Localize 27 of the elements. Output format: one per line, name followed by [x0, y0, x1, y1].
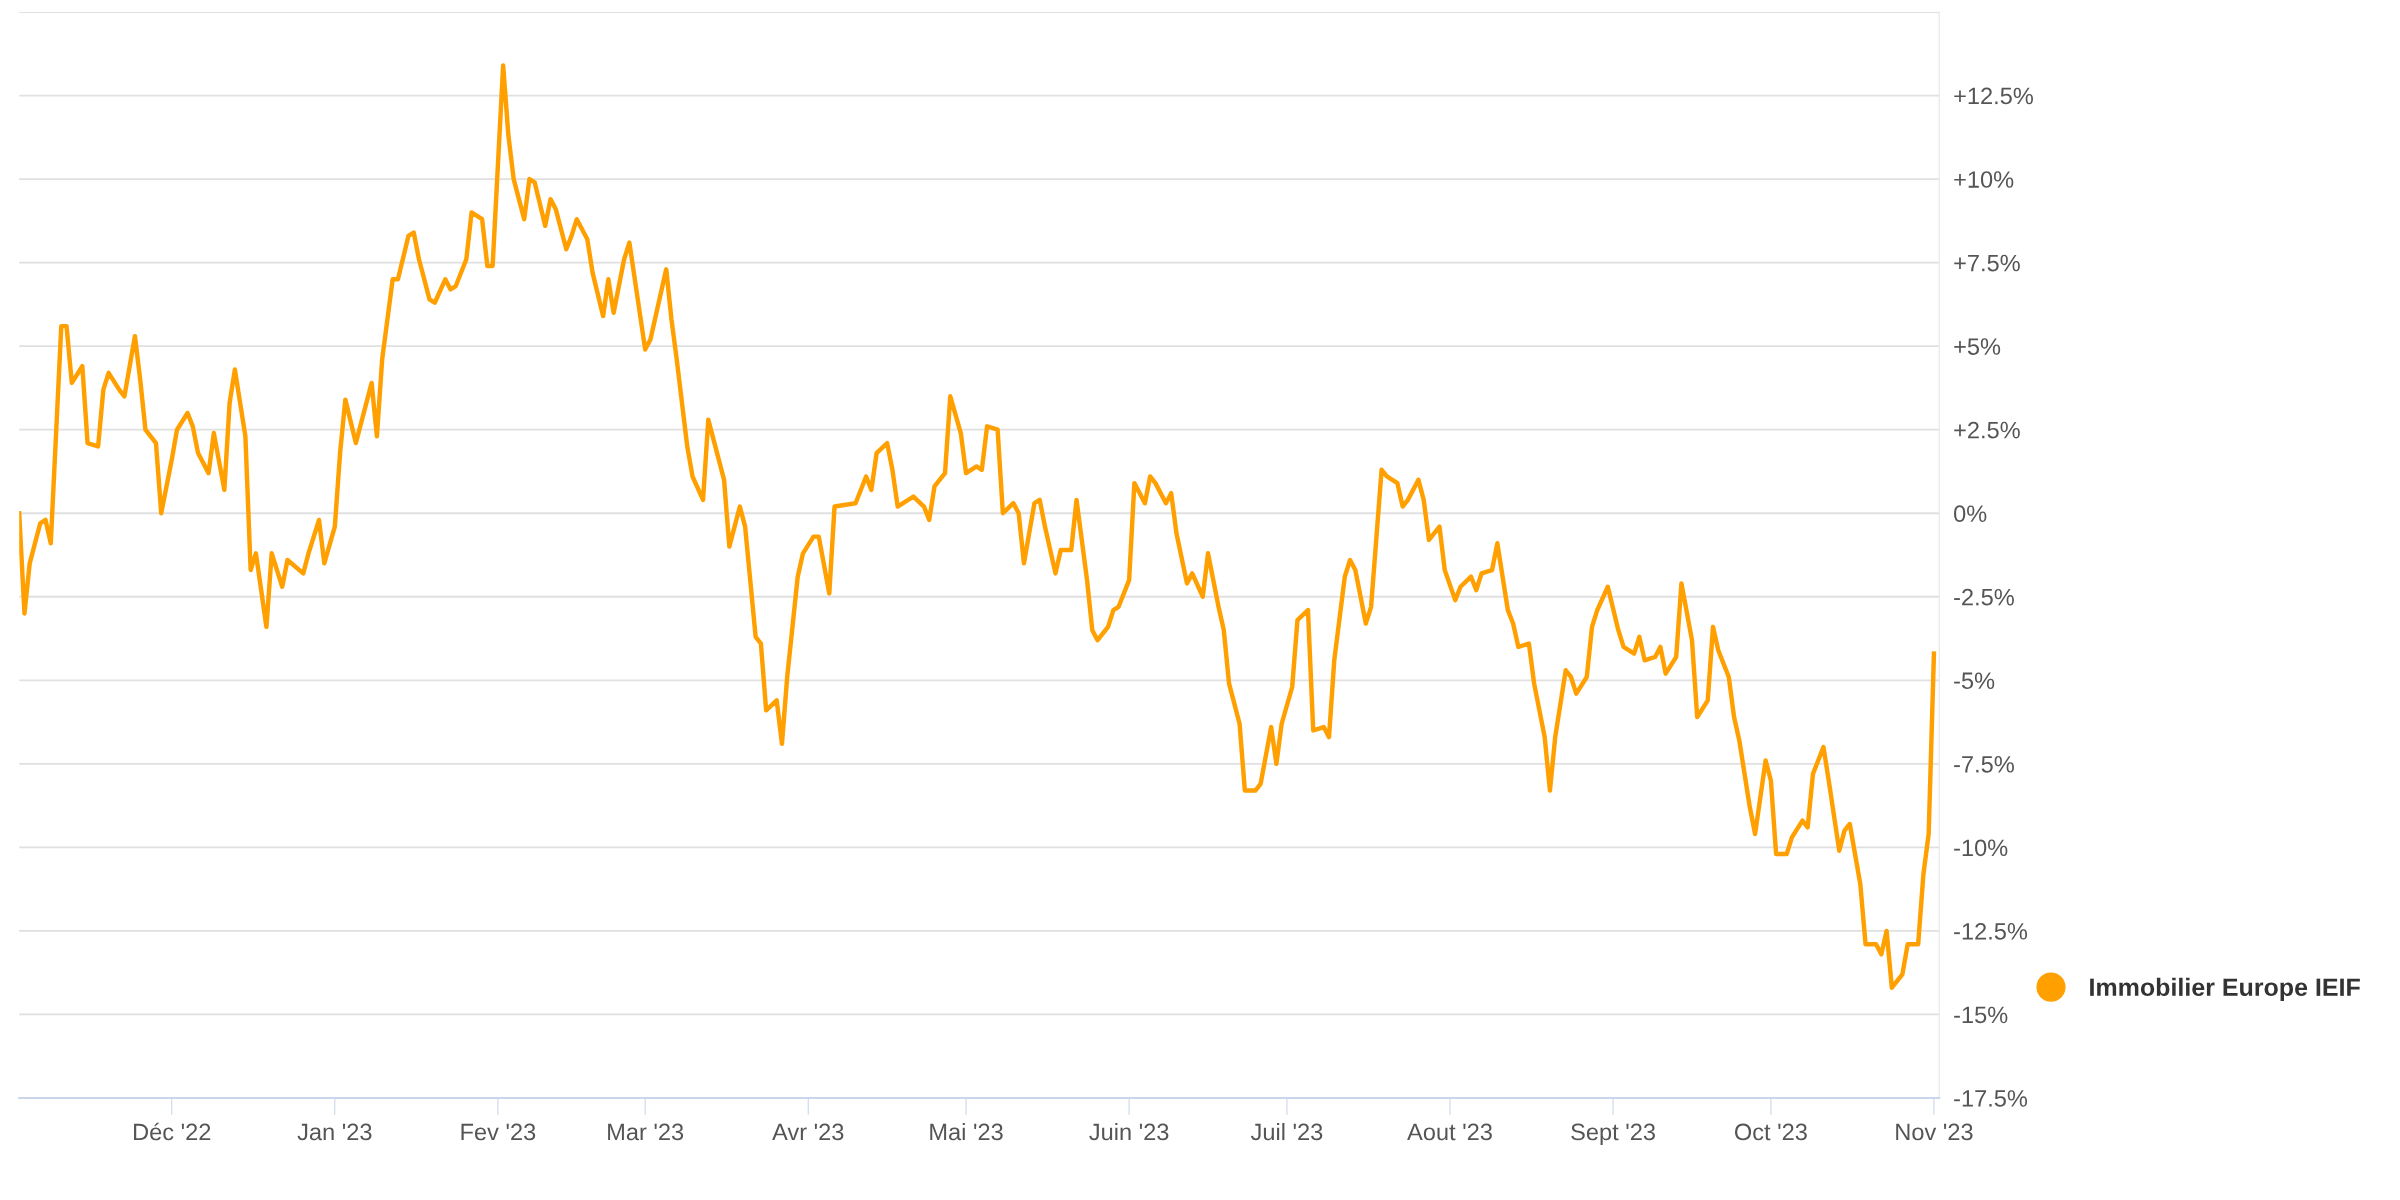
- x-tick-label: Mar '23: [608, 1123, 684, 1141]
- x-tick-label: Juin '23: [1089, 1123, 1169, 1141]
- y-tick-label: -17.5%: [1954, 1090, 2028, 1107]
- x-tick-label: Jan '23: [297, 1123, 372, 1141]
- y-tick-label: -10%: [1954, 839, 2008, 857]
- x-tick-label: Sept '23: [1571, 1123, 1655, 1146]
- y-tick-label: +12.5%: [1954, 87, 2033, 105]
- x-tick-label: Mai '23: [930, 1123, 1003, 1141]
- x-tick-label: Avr '23: [772, 1123, 844, 1141]
- x-tick-label: Juil '23: [1250, 1123, 1323, 1141]
- x-tick-label: Nov '23: [1896, 1123, 1973, 1141]
- y-tick-label: +5%: [1954, 338, 2001, 355]
- line-series: [19, 63, 1937, 990]
- legend-label: Immobilier Europe IEIF: [2090, 977, 2360, 1002]
- y-tick-label: -5%: [1954, 672, 1995, 690]
- x-tick-label: Aout '23: [1407, 1123, 1492, 1141]
- y-tick-label: -2.5%: [1954, 588, 2014, 606]
- y-tick-label: 0%: [1954, 505, 1987, 523]
- y-tick-label: -12.5%: [1954, 922, 2028, 940]
- y-tick-label: -15%: [1954, 1006, 2008, 1024]
- x-tick-label: Fev '23: [461, 1123, 536, 1141]
- y-tick-label: +10%: [1954, 171, 2014, 188]
- y-tick-label: +7.5%: [1954, 254, 2020, 272]
- y-tick-label: -7.5%: [1954, 756, 2014, 773]
- x-tick-label: Déc '22: [134, 1122, 211, 1141]
- x-tick-label: Oct '23: [1734, 1123, 1807, 1141]
- y-tick-label: +2.5%: [1954, 421, 2020, 439]
